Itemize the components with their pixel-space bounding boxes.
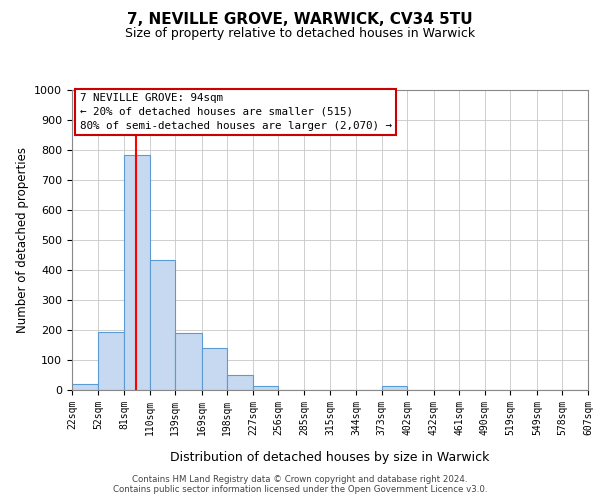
Bar: [124, 154, 149, 390]
Bar: [175, 333, 202, 390]
Bar: [149, 260, 175, 390]
Bar: [72, 384, 98, 390]
Y-axis label: Number of detached properties: Number of detached properties: [16, 147, 29, 333]
Bar: [382, 386, 407, 390]
Bar: [227, 375, 253, 390]
Text: Contains public sector information licensed under the Open Government Licence v3: Contains public sector information licen…: [113, 485, 487, 494]
Text: Distribution of detached houses by size in Warwick: Distribution of detached houses by size …: [170, 451, 490, 464]
Bar: [253, 386, 278, 390]
Bar: [98, 332, 124, 390]
Text: Size of property relative to detached houses in Warwick: Size of property relative to detached ho…: [125, 28, 475, 40]
Text: Contains HM Land Registry data © Crown copyright and database right 2024.: Contains HM Land Registry data © Crown c…: [132, 475, 468, 484]
Bar: [202, 348, 227, 390]
Text: 7 NEVILLE GROVE: 94sqm
← 20% of detached houses are smaller (515)
80% of semi-de: 7 NEVILLE GROVE: 94sqm ← 20% of detached…: [80, 93, 392, 131]
Text: 7, NEVILLE GROVE, WARWICK, CV34 5TU: 7, NEVILLE GROVE, WARWICK, CV34 5TU: [127, 12, 473, 28]
